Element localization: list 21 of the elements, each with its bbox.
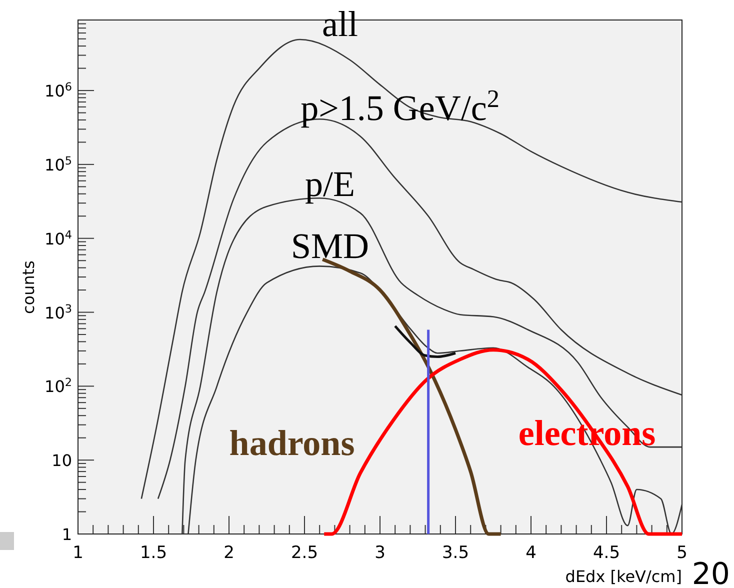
x-tick-label: 3 (374, 543, 386, 563)
y-tick-label: 10$^{6}$ (44, 80, 72, 101)
x-axis-title: dEdx [keV/cm] (565, 567, 682, 586)
x-tick-label: 3.5 (442, 543, 470, 563)
x-tick-label: 5 (676, 543, 688, 563)
y-tick-label: 10 (52, 451, 72, 470)
text: 20 (692, 557, 730, 588)
y-tick-label: 10$^{4}$ (44, 228, 72, 248)
x-tick-label: 4 (526, 543, 536, 563)
series-label: SMD (290, 226, 370, 266)
x-tick-label: 4.5 (592, 543, 620, 563)
x-tick-label: 1.5 (140, 543, 168, 563)
y-tick-label: 10$^{3}$ (44, 302, 72, 322)
series-label: p/E (305, 164, 355, 204)
y-tick-label: 10$^{2}$ (44, 376, 72, 396)
y-axis-title: counts (19, 260, 38, 314)
x-tick-label: 2 (224, 543, 234, 563)
text: hadrons (229, 423, 355, 463)
y-tick-label: 10$^{5}$ (44, 154, 72, 174)
y-tick-label: 1 (62, 525, 72, 544)
x-tick-label: 2.5 (290, 543, 318, 563)
